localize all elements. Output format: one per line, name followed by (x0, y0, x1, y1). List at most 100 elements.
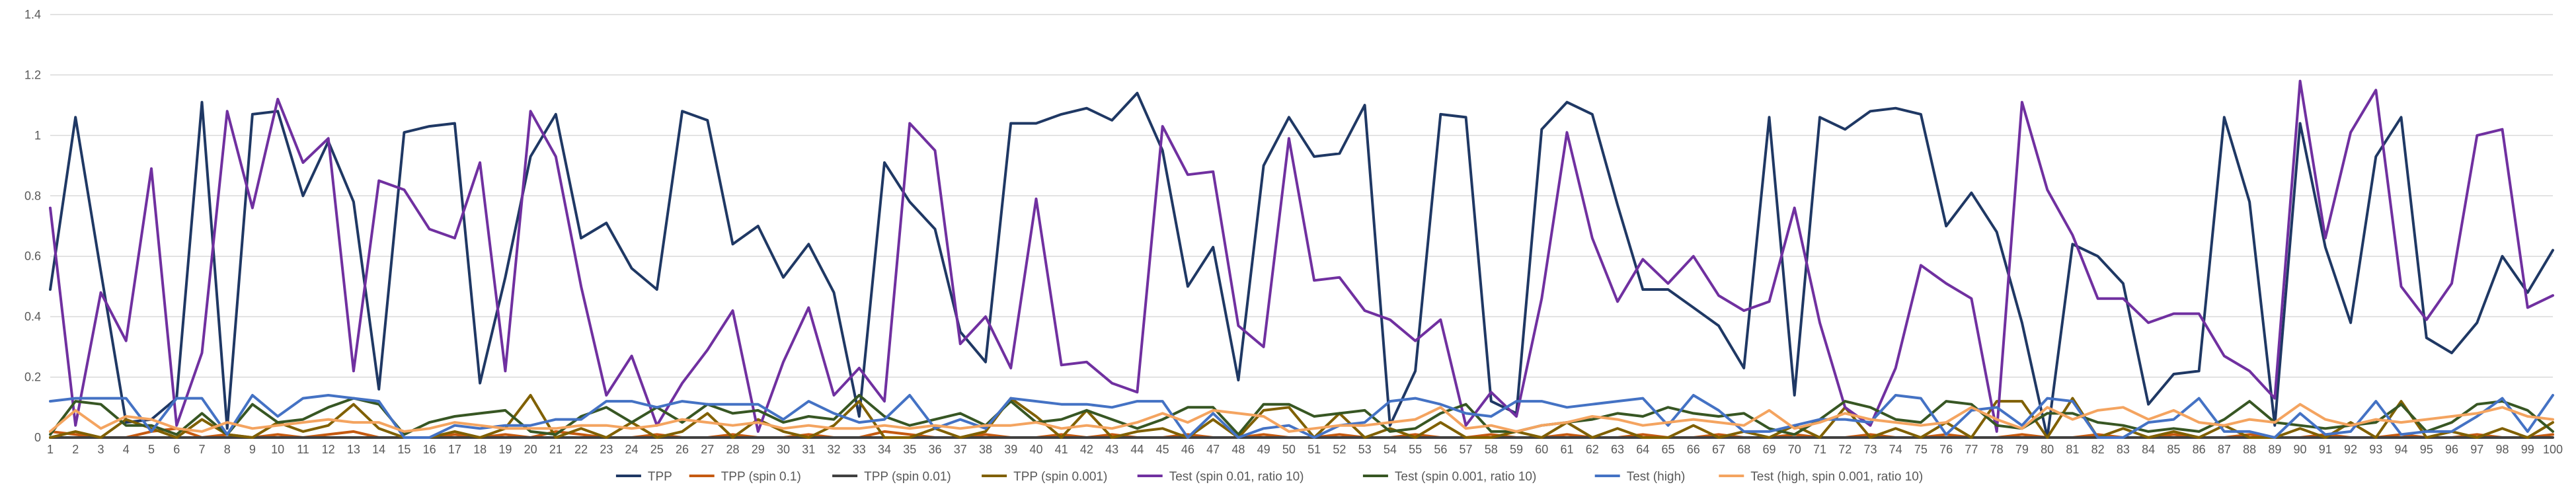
x-tick-label: 100 (2543, 443, 2563, 456)
y-tick-label: 1.2 (24, 68, 41, 81)
x-tick-label: 23 (600, 443, 613, 456)
x-tick-label: 21 (549, 443, 563, 456)
x-tick-label: 93 (2369, 443, 2382, 456)
x-tick-label: 10 (271, 443, 284, 456)
series-line (49, 394, 2554, 439)
legend-label: Test (spin 0.001, ratio 10) (1395, 470, 1536, 484)
x-tick-label: 2 (72, 443, 79, 456)
y-tick-label: 0.8 (24, 189, 41, 202)
x-tick-label: 13 (347, 443, 360, 456)
x-tick-label: 12 (322, 443, 335, 456)
legend-label: Test (high, spin 0.001, ratio 10) (1750, 470, 1923, 484)
x-tick-label: 47 (1206, 443, 1220, 456)
x-tick-label: 60 (1535, 443, 1548, 456)
legend-label: Test (spin 0.01, ratio 10) (1169, 470, 1304, 484)
x-tick-label: 40 (1029, 443, 1042, 456)
x-tick-label: 81 (2066, 443, 2079, 456)
y-tick-label: 1.4 (24, 8, 41, 21)
x-tick-label: 96 (2445, 443, 2458, 456)
x-tick-label: 71 (1813, 443, 1826, 456)
x-tick-label: 18 (473, 443, 487, 456)
x-tick-label: 99 (2521, 443, 2534, 456)
x-tick-label: 9 (249, 443, 256, 456)
x-tick-label: 25 (650, 443, 664, 456)
x-tick-label: 85 (2167, 443, 2180, 456)
x-tick-label: 97 (2470, 443, 2483, 456)
x-tick-label: 59 (1510, 443, 1523, 456)
x-tick-label: 82 (2091, 443, 2105, 456)
x-tick-label: 67 (1712, 443, 1725, 456)
x-tick-label: 31 (802, 443, 815, 456)
x-tick-label: 61 (1561, 443, 1574, 456)
y-tick-label: 0.6 (24, 250, 41, 263)
legend: TPP TPP (spin 0.1) TPP (spin 0.01) TPP (spi… (615, 470, 1923, 484)
x-tick-label: 3 (97, 443, 104, 456)
x-tick-label: 75 (1914, 443, 1928, 456)
x-tick-label: 64 (1636, 443, 1649, 456)
x-tick-label: 52 (1333, 443, 1346, 456)
x-tick-label: 8 (224, 443, 231, 456)
x-tick-label: 77 (1965, 443, 1978, 456)
x-tick-label: 45 (1156, 443, 1169, 456)
x-tick-label: 68 (1737, 443, 1750, 456)
x-tick-label: 84 (2142, 443, 2155, 456)
x-tick-label: 57 (1460, 443, 1473, 456)
x-tick-label: 65 (1661, 443, 1674, 456)
y-tick-label: 1 (34, 129, 41, 142)
y-tick-label: 0.4 (24, 310, 41, 323)
x-tick-label: 24 (625, 443, 639, 456)
x-axis-ticks: 1 2 3 4 5 6 7 8 9 10 11 12 13 14 15 16 17 18 19 20 21 22 23 24 2… (47, 443, 2563, 456)
series-line (49, 91, 2554, 439)
x-tick-label: 33 (853, 443, 866, 456)
x-tick-label: 28 (726, 443, 740, 456)
y-tick-label: 0.2 (24, 371, 41, 384)
x-tick-label: 95 (2420, 443, 2433, 456)
x-tick-label: 74 (1889, 443, 1902, 456)
x-tick-label: 69 (1762, 443, 1776, 456)
x-tick-label: 49 (1257, 443, 1270, 456)
legend-label: TPP (spin 0.1) (721, 470, 801, 484)
x-tick-label: 15 (397, 443, 410, 456)
x-tick-label: 58 (1485, 443, 1498, 456)
x-tick-label: 7 (198, 443, 205, 456)
x-tick-label: 94 (2395, 443, 2408, 456)
x-tick-label: 56 (1434, 443, 1447, 456)
x-tick-label: 20 (524, 443, 537, 456)
x-tick-label: 89 (2268, 443, 2281, 456)
x-tick-label: 46 (1181, 443, 1194, 456)
x-tick-label: 27 (701, 443, 714, 456)
legend-label: TPP (648, 470, 672, 484)
x-tick-label: 80 (2041, 443, 2054, 456)
x-tick-label: 19 (498, 443, 512, 456)
x-tick-label: 92 (2344, 443, 2357, 456)
x-tick-label: 42 (1080, 443, 1093, 456)
series-line (49, 403, 2554, 433)
x-tick-label: 55 (1409, 443, 1422, 456)
x-tick-label: 48 (1231, 443, 1245, 456)
legend-label: Test (high) (1627, 470, 1686, 484)
x-tick-label: 41 (1055, 443, 1068, 456)
series-line (49, 394, 2554, 439)
legend-label: TPP (spin 0.01) (864, 470, 951, 484)
series-lines (49, 79, 2554, 439)
x-tick-label: 14 (372, 443, 385, 456)
x-tick-label: 11 (297, 443, 309, 456)
x-tick-label: 34 (878, 443, 891, 456)
x-tick-label: 66 (1687, 443, 1700, 456)
x-tick-label: 79 (2015, 443, 2029, 456)
x-tick-label: 70 (1788, 443, 1801, 456)
x-tick-label: 73 (1863, 443, 1877, 456)
x-tick-label: 91 (2319, 443, 2332, 456)
x-tick-label: 76 (1939, 443, 1953, 456)
series-line (49, 79, 2554, 433)
x-tick-label: 4 (123, 443, 130, 456)
x-tick-label: 17 (448, 443, 461, 456)
x-tick-label: 83 (2117, 443, 2130, 456)
x-tick-label: 22 (574, 443, 588, 456)
x-tick-label: 63 (1611, 443, 1624, 456)
x-tick-label: 62 (1586, 443, 1599, 456)
x-tick-label: 51 (1308, 443, 1321, 456)
x-tick-label: 35 (903, 443, 916, 456)
x-tick-label: 6 (173, 443, 180, 456)
